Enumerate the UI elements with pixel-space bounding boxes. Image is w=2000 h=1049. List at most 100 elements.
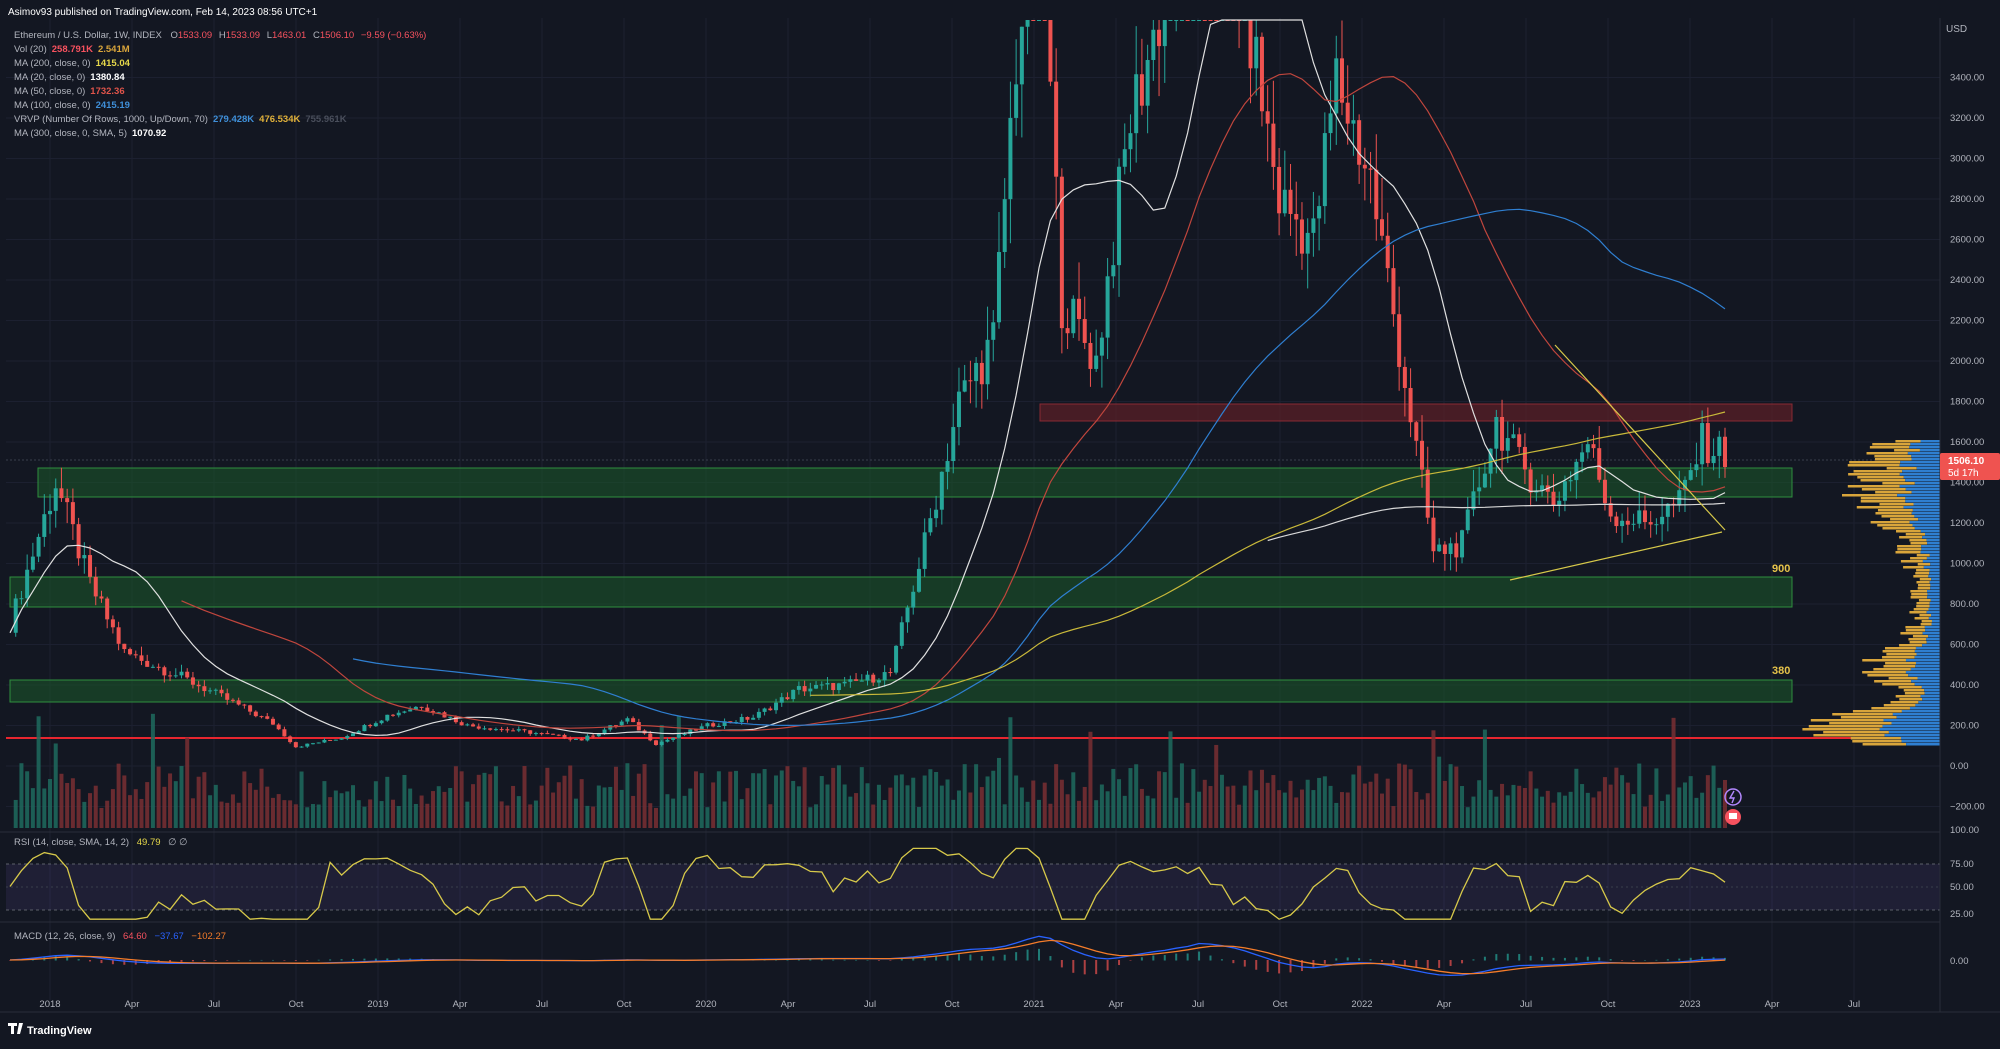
candle-body <box>110 619 115 628</box>
svg-text:RSI (14, close, SMA, 14, 2): RSI (14, close, SMA, 14, 2) 49.79 ∅ ∅ <box>14 837 187 848</box>
volume-bar <box>219 801 224 828</box>
vrvp-bar-down <box>1905 488 1940 491</box>
legend-change: −9.59 (−0.63%) <box>361 30 427 41</box>
volume-bar <box>974 764 979 828</box>
vrvp-bar-up <box>1850 737 1901 740</box>
volume-bar <box>1162 772 1167 828</box>
macd-hist-bar <box>1506 953 1509 961</box>
volume-bar <box>453 766 458 828</box>
candle-body <box>328 739 333 741</box>
candle-body <box>459 722 464 726</box>
vrvp-bar-up <box>1917 563 1931 566</box>
candle-body <box>1071 298 1076 334</box>
candle-body <box>1179 20 1184 21</box>
ma-line-200 <box>810 411 1726 696</box>
volume-bar <box>42 788 47 828</box>
candle-body <box>1351 120 1356 124</box>
volume-bar <box>1574 768 1579 828</box>
vrvp-bar-down <box>1916 467 1940 470</box>
time-axis[interactable]: 2018 Apr Jul Oct 2019 Apr Jul Oct 2020 Apr Jul Oct 2… <box>0 999 2000 1013</box>
vrvp-bar-down <box>1914 683 1940 686</box>
vrvp-bar-up <box>1866 452 1908 455</box>
volume-bar <box>573 798 578 828</box>
candle-body <box>1420 440 1425 470</box>
candle-body <box>236 700 241 705</box>
candle-body <box>1694 464 1699 471</box>
volume-bar <box>396 806 401 828</box>
price-axis[interactable]: USD 3400.00 3200.00 3000.00 2800.00 2600.00 2… <box>1939 18 2000 1018</box>
volume-bar <box>734 770 739 828</box>
vrvp-bar-down <box>1923 566 1940 569</box>
macd-panel <box>0 921 1940 977</box>
volume-bar <box>242 771 247 828</box>
volume-bar <box>59 773 64 828</box>
candle-body <box>1374 169 1379 220</box>
candle-body <box>1511 434 1516 439</box>
volume-bar <box>99 807 104 828</box>
candle-body <box>1602 479 1607 504</box>
y-tick-label: −200.00 <box>1950 802 1985 813</box>
volume-bar <box>1225 786 1230 828</box>
volume-bar <box>579 779 584 828</box>
vrvp-bar-down <box>1924 689 1940 692</box>
x-tick-label: Oct <box>1601 999 1616 1010</box>
candle-body <box>310 743 315 745</box>
volume-bar <box>179 765 184 828</box>
x-tick-labels: 2018 Apr Jul Oct 2019 Apr Jul Oct 2020 Apr Jul Oct 2… <box>39 999 1860 1010</box>
vrvp-bar-up <box>1910 542 1928 545</box>
macd-hist-bar <box>1575 957 1578 961</box>
candle-body <box>419 706 424 708</box>
candle-body <box>1540 485 1545 491</box>
candle-body <box>93 576 98 597</box>
volume-bar <box>345 791 350 828</box>
candle-body <box>956 391 961 428</box>
volume-bar <box>842 784 847 828</box>
zone-support-900 <box>9 576 1793 608</box>
volume-bar <box>1660 800 1665 828</box>
candle-body <box>1271 123 1276 167</box>
volume-bar <box>848 796 853 828</box>
volume-bar <box>1688 776 1693 828</box>
flag-icon[interactable] <box>1725 809 1741 825</box>
volume-bar <box>516 796 521 828</box>
candle-body <box>859 680 864 682</box>
volume-bar <box>596 785 601 828</box>
vrvp-bar-up <box>1847 464 1900 467</box>
alert-icon[interactable] <box>1724 788 1742 806</box>
volume-bar <box>562 775 567 828</box>
macd-hist-bar <box>1621 960 1624 961</box>
macd-hist-bar <box>1495 954 1498 961</box>
candle-body <box>836 683 841 691</box>
vrvp-bar-down <box>1926 557 1940 560</box>
candle-body <box>25 569 30 599</box>
candle-body <box>253 711 258 717</box>
vrvp-bar-down <box>1911 455 1940 458</box>
macd-hist-bar <box>1095 960 1098 975</box>
macd-hist-bar <box>340 959 343 961</box>
vrvp-bar-down <box>1921 545 1940 548</box>
y-tick-label: 1000.00 <box>1950 559 1984 570</box>
candle-body <box>1065 328 1070 334</box>
macd-hist-bar <box>1026 949 1029 961</box>
macd-hist-bar <box>900 958 903 961</box>
candle-body <box>1608 503 1613 517</box>
volume-bar <box>1494 796 1499 828</box>
legend-row-value: 476.534K <box>259 114 300 125</box>
volume-bar <box>1620 775 1625 828</box>
vrvp-bar-down <box>1903 506 1940 509</box>
candle-body <box>145 660 150 667</box>
macd-hist-bar <box>1255 960 1258 970</box>
rsi-tick-label: 75.00 <box>1950 859 1974 870</box>
y-tick-label: 2000.00 <box>1950 356 1984 367</box>
candle-body <box>133 654 138 656</box>
tradingview-logo[interactable]: TradingView <box>8 1023 92 1037</box>
volume-bar <box>122 775 127 828</box>
volume-bar <box>1197 791 1202 828</box>
vrvp-bar-down <box>1882 725 1940 728</box>
candle-body <box>53 488 58 511</box>
candle-body <box>1637 510 1642 524</box>
macd-hist-bar <box>1552 957 1555 961</box>
candle-body <box>1477 487 1482 492</box>
price-badge-value: 1506.10 <box>1948 456 1985 467</box>
